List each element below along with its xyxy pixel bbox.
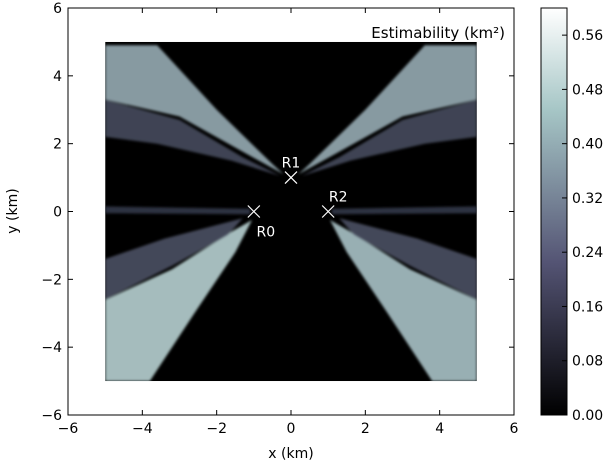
- lobe-upper-left: [105, 45, 284, 175]
- colorbar: [540, 7, 568, 416]
- plot-title: Estimability (km²): [371, 24, 505, 42]
- colorbar-tick-label: 0.24: [572, 245, 603, 261]
- y-tick-label: 0: [53, 205, 62, 221]
- marker-r2: R2: [321, 190, 348, 218]
- lobe-upper-right: [298, 45, 477, 175]
- y-tick-label: −4: [41, 340, 62, 356]
- y-tick-label: −6: [41, 408, 62, 424]
- x-tick-label: −6: [58, 421, 79, 437]
- x-axis-ticks: −6 −4 −2 0 2 4 6: [58, 8, 519, 437]
- y-axis-label: y (km): [5, 188, 21, 233]
- x-tick-label: 6: [510, 421, 519, 437]
- y-tick-label: 4: [53, 69, 62, 85]
- streak-left: [105, 206, 251, 215]
- lobe-lower-left: [105, 220, 252, 382]
- colorbar-tick-label: 0.32: [572, 191, 603, 207]
- x-tick-label: −2: [206, 421, 227, 437]
- lobe-lower-right: [330, 220, 477, 382]
- streak-right: [331, 206, 477, 215]
- y-tick-label: 2: [53, 137, 62, 153]
- receiver-markers: R0 R1 R2: [247, 156, 348, 241]
- x-tick-label: 2: [361, 421, 370, 437]
- x-axis-label: x (km): [268, 446, 313, 462]
- colorbar-tick-label: 0.16: [572, 299, 603, 315]
- lobe-upper-left-faint: [105, 99, 280, 176]
- y-axis-ticks: −6 −4 −2 0 2 4 6: [41, 1, 514, 424]
- lobe-lower-right-faint: [339, 218, 477, 300]
- colorbar-tick-label: 0.00: [572, 408, 603, 424]
- marker-label-r2: R2: [329, 190, 348, 206]
- lobe-upper-right-faint: [302, 99, 477, 176]
- colorbar-tick-label: 0.40: [572, 137, 603, 153]
- y-tick-label: 6: [53, 1, 62, 17]
- marker-r1: R1: [282, 156, 301, 185]
- colorbar-tick-label: 0.48: [572, 82, 603, 98]
- colorbar-tick-label: 0.56: [572, 28, 603, 44]
- y-tick-label: −2: [41, 272, 62, 288]
- marker-label-r1: R1: [282, 156, 301, 172]
- marker-label-r0: R0: [257, 225, 276, 241]
- marker-r0: R0: [247, 205, 276, 241]
- x-tick-label: −4: [132, 421, 153, 437]
- lobe-lower-left-faint: [105, 218, 243, 300]
- x-tick-label: 0: [287, 421, 296, 437]
- heatmap-image: [105, 41, 477, 382]
- colorbar-ticks: 0.00 0.08 0.16 0.24 0.32 0.40 0.48 0.56: [562, 28, 603, 424]
- colorbar-tick-label: 0.08: [572, 354, 603, 370]
- x-tick-label: 4: [435, 421, 444, 437]
